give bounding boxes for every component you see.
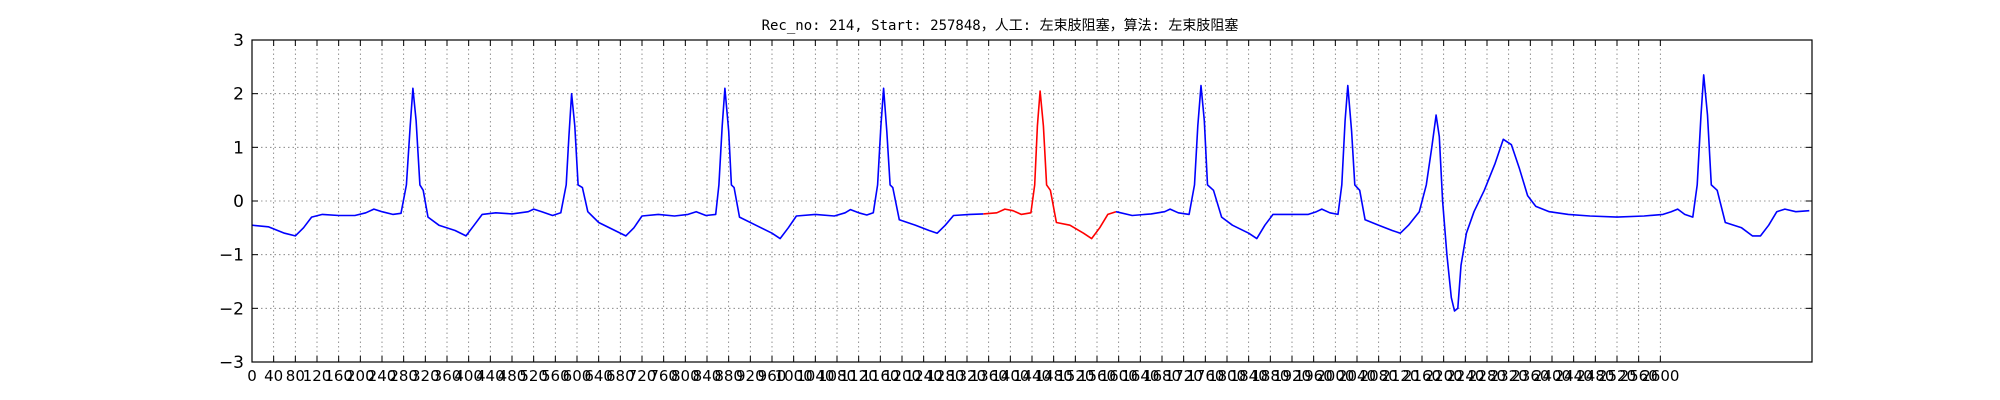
x-tick-label: 1120 [840, 367, 878, 385]
x-tick-label: 2600 [1641, 367, 1679, 385]
x-tick-label: 80 [286, 367, 305, 385]
x-tick-label: 1400 [991, 367, 1029, 385]
x-tick-label: 1080 [818, 367, 856, 385]
x-tick-label: 1800 [1208, 367, 1246, 385]
x-tick-label: 1600 [1100, 367, 1138, 385]
x-tick-label: 1440 [1013, 367, 1051, 385]
x-tick-label: 680 [606, 367, 635, 385]
x-tick-label: 2000 [1316, 367, 1354, 385]
x-tick-label: 2400 [1533, 367, 1571, 385]
x-tick-label: 1280 [926, 367, 964, 385]
x-tick-label: 1920 [1273, 367, 1311, 385]
x-tick-label: 2280 [1468, 367, 1506, 385]
x-tick-label: 760 [649, 367, 678, 385]
x-tick-label: 200 [346, 367, 375, 385]
x-tick-label: 1360 [970, 367, 1008, 385]
x-tick-label: 160 [324, 367, 353, 385]
x-tick-label: 2320 [1490, 367, 1528, 385]
x-tick-label: 1640 [1121, 367, 1159, 385]
x-tick-label: 2080 [1360, 367, 1398, 385]
x-tick-label: 2240 [1446, 367, 1484, 385]
x-tick-label: 1320 [948, 367, 986, 385]
y-tick-label: 2 [233, 85, 244, 105]
chart-title: Rec_no: 214, Start: 257848，人工: 左束肢阻塞，算法:… [761, 18, 1239, 34]
series-line-1 [251, 87, 984, 240]
x-tick-label: 1840 [1230, 367, 1268, 385]
x-tick-label: 40 [264, 367, 283, 385]
x-tick-label: 2360 [1511, 367, 1549, 385]
y-tick-label: 3 [233, 31, 244, 51]
x-tick-label: 1160 [861, 367, 899, 385]
x-tick-label: 720 [628, 367, 657, 385]
x-tick-label: 560 [541, 367, 570, 385]
x-tick-label: 640 [584, 367, 613, 385]
x-tick-label: 2560 [1620, 367, 1658, 385]
x-tick-label: 520 [519, 367, 548, 385]
x-tick-label: 1880 [1251, 367, 1289, 385]
x-tick-label: 2520 [1598, 367, 1636, 385]
series-layer [251, 74, 1810, 312]
x-tick-label: 360 [433, 367, 462, 385]
x-tick-label: 440 [476, 367, 505, 385]
y-tick-label: −3 [219, 353, 244, 373]
x-tick-label: 2040 [1338, 367, 1376, 385]
x-tick-label: 1000 [775, 367, 813, 385]
x-tick-label: 2200 [1425, 367, 1463, 385]
y-tick-label: 1 [233, 138, 244, 158]
x-tick-label: 2160 [1403, 367, 1441, 385]
x-tick-label: 1520 [1056, 367, 1094, 385]
x-tick-label: 960 [758, 367, 787, 385]
x-tick-label: 480 [498, 367, 527, 385]
x-tick-label: 840 [693, 367, 722, 385]
x-tick-label: 400 [454, 367, 483, 385]
x-tick-label: 1560 [1078, 367, 1116, 385]
x-tick-label: 2440 [1555, 367, 1593, 385]
x-tick-label: 120 [303, 367, 332, 385]
series-line-2 [983, 90, 1117, 240]
x-tick-label: 1720 [1165, 367, 1203, 385]
x-tick-label: 920 [736, 367, 765, 385]
x-tick-label: 320 [411, 367, 440, 385]
series-line-3 [1115, 74, 1810, 312]
x-tick-label: 2120 [1381, 367, 1419, 385]
x-tick-label: 2480 [1576, 367, 1614, 385]
x-tick-label: 1040 [796, 367, 834, 385]
y-tick-label: −1 [219, 246, 244, 266]
x-tick-label: 1240 [905, 367, 943, 385]
x-tick-label: 800 [671, 367, 700, 385]
x-tick-label: 1480 [1035, 367, 1073, 385]
x-tick-label: 1200 [883, 367, 921, 385]
x-tick-label: 0 [247, 367, 257, 385]
x-tick-label: 600 [563, 367, 592, 385]
x-tick-label: 1960 [1295, 367, 1333, 385]
y-tick-label: −2 [219, 299, 244, 319]
x-tick-label: 280 [389, 367, 418, 385]
y-tick-label: 0 [233, 192, 244, 212]
x-tick-label: 880 [714, 367, 743, 385]
x-tick-label: 1680 [1143, 367, 1181, 385]
x-tick-label: 1760 [1186, 367, 1224, 385]
x-tick-label: 240 [368, 367, 397, 385]
